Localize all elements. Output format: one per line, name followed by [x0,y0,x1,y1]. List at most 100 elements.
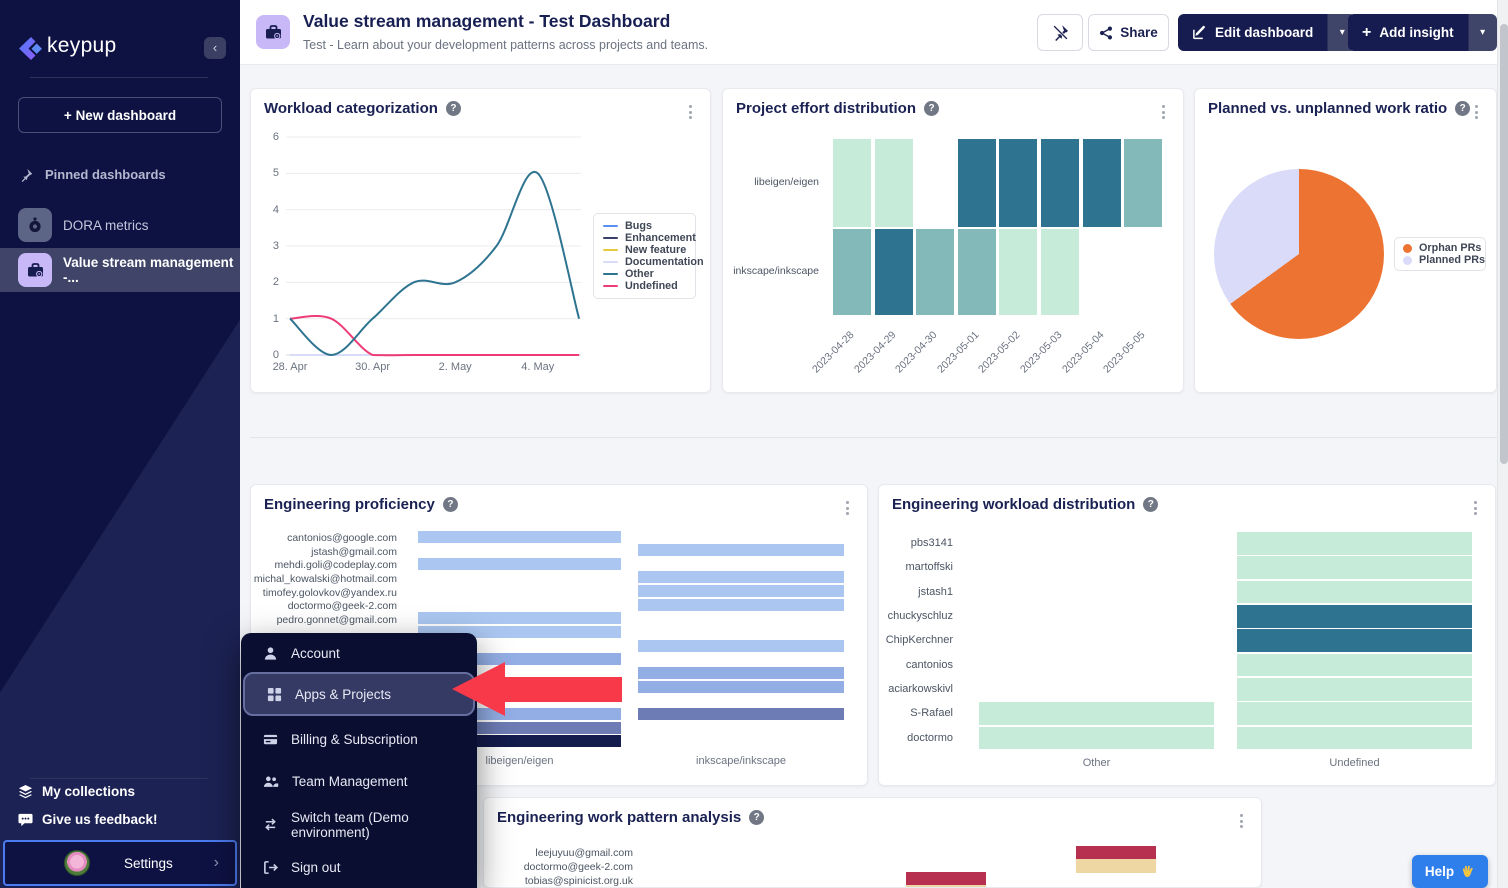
feedback-link[interactable]: Give us feedback! [18,812,158,827]
team-icon [263,774,279,789]
menu-item-switch-team-demo-environment[interactable]: Switch team (Demo environment) [241,803,477,846]
help-badge-icon[interactable]: ? [445,101,461,116]
distribution-row-label: S-Rafael [910,707,953,720]
edit-dashboard-button[interactable]: Edit dashboard [1178,14,1328,51]
legend-item: Bugs [603,220,686,232]
card-project-effort-distribution: Project effort distribution? libeigen/eig… [722,88,1184,393]
kebab-menu-icon[interactable] [1465,495,1485,521]
heatmap-cell [1041,139,1079,227]
distribution-row-label: jstash1 [918,585,953,598]
menu-item-billing-subscription[interactable]: Billing & Subscription [241,719,477,760]
card-title-text: Workload categorization [264,100,438,117]
kebab-menu-icon[interactable] [837,495,857,521]
add-insight-caret-button[interactable]: ▾ [1467,14,1497,51]
new-dashboard-button[interactable]: + New dashboard [18,97,222,133]
distribution-bar [979,726,1214,750]
legend-swatch [603,260,618,264]
kebab-menu-icon[interactable] [1153,99,1173,125]
settings-row[interactable]: Settings › [3,840,237,886]
workload-line-chart [286,136,581,357]
add-insight-split-button: + Add insight ▾ [1348,14,1497,51]
menu-item-apps-projects[interactable]: Apps & Projects [243,672,475,716]
legend-item: Other [603,268,686,280]
menu-item-label: Apps & Projects [295,686,392,702]
heatmap-row-label: libeigen/eigen [754,176,819,188]
kebab-menu-icon[interactable] [680,99,700,125]
menu-item-account[interactable]: Account [241,634,477,672]
kebab-menu-icon[interactable] [1231,808,1251,834]
menu-item-label: Billing & Subscription [291,732,418,747]
column-label: libeigen/eigen [485,755,554,767]
legend-label: Bugs [625,220,652,232]
sidebar-collapse-button[interactable]: ‹ [204,37,226,59]
proficiency-bar [638,544,844,557]
proficiency-row-label: michal_kowalski@hotmail.com [253,572,397,585]
card-title-text: Engineering work pattern analysis [497,809,742,826]
distribution-bar [1237,605,1472,628]
distribution-bar [1237,629,1472,652]
y-tick-label: 4 [272,203,279,216]
sidebar-item-value-stream[interactable]: Value stream management -... [0,248,240,292]
legend-label: Planned PRs [1419,254,1485,266]
proficiency-row-label: doctormo@geek-2.com [287,600,397,613]
legend-swatch [1403,255,1412,265]
distribution-bar [1237,653,1472,677]
heatmap-cell [999,229,1038,315]
heatmap-cell [1124,139,1163,227]
scrollbar-thumb[interactable] [1499,24,1508,464]
card-engineering-workload-distribution: Engineering workload distribution? pbs314… [878,484,1496,786]
pin-slash-icon [1052,25,1068,41]
menu-item-label: Team Management [292,774,408,789]
distribution-row-label: ChipKerchner [885,634,953,647]
switch-icon [263,817,278,832]
legend-swatch [603,224,618,228]
proficiency-bar [638,639,844,652]
help-badge-icon[interactable]: ? [442,497,458,512]
help-button[interactable]: Help [1412,855,1488,888]
main-content: Value stream management - Test Dashboard… [240,0,1508,888]
menu-item-team-management[interactable]: Team Management [241,760,477,803]
legend-item: New feature [603,244,686,256]
distribution-row-label: cantonios [905,658,953,671]
card-workload-categorization: Workload categorization? 0 1 2 3 4 5 6 28. Apr 30… [250,88,711,393]
legend-label: Undefined [625,280,678,292]
help-badge-icon[interactable]: ? [1143,497,1159,512]
legend-item: Documentation [603,256,704,268]
card-engineering-proficiency: Engineering proficiency? cantonios@google… [250,484,868,786]
scrollbar-track[interactable] [1497,0,1508,888]
menu-item-label: Switch team (Demo environment) [291,809,409,840]
sidebar-item-dora-metrics[interactable]: DORA metrics [0,203,240,247]
heatmap-cell [833,229,871,315]
card-engineering-work-pattern: Engineering work pattern analysis? leejuy… [483,797,1262,888]
distribution-row-label: doctormo [907,731,953,744]
edit-icon [1193,25,1205,40]
unpin-button[interactable] [1037,14,1083,51]
kebab-menu-icon[interactable] [1466,99,1486,125]
distribution-bar [1237,532,1472,555]
row-divider [250,437,1497,438]
share-icon [1100,26,1113,39]
proficiency-bar [418,530,621,543]
pattern-row-label: leejuyuu@gmail.com [535,847,633,859]
heatmap-cell [874,139,913,227]
add-insight-button[interactable]: + Add insight [1348,14,1468,51]
legend-swatch [603,236,618,240]
planned-legend: Orphan PRs Planned PRs [1394,237,1486,271]
share-button[interactable]: Share [1088,14,1169,51]
help-badge-icon[interactable]: ? [1455,101,1471,116]
legend-swatch [1403,243,1412,253]
card-title: Project effort distribution? [736,100,939,117]
help-badge-icon[interactable]: ? [924,101,939,116]
my-collections-link[interactable]: My collections [18,784,135,799]
column-label: Undefined [1329,757,1380,769]
y-tick-label: 2 [272,276,279,289]
help-badge-icon[interactable]: ? [749,810,765,825]
menu-item-sign-out[interactable]: Sign out [241,846,477,888]
planned-pie-chart [1214,169,1384,339]
card-title: Engineering proficiency? [264,496,458,513]
page-title: Value stream management - Test Dashboard [303,11,671,31]
heatmap-cell [999,139,1038,227]
heatmap-cell [1041,229,1079,315]
layers-icon [18,784,33,799]
card-title-text: Project effort distribution [736,100,916,117]
